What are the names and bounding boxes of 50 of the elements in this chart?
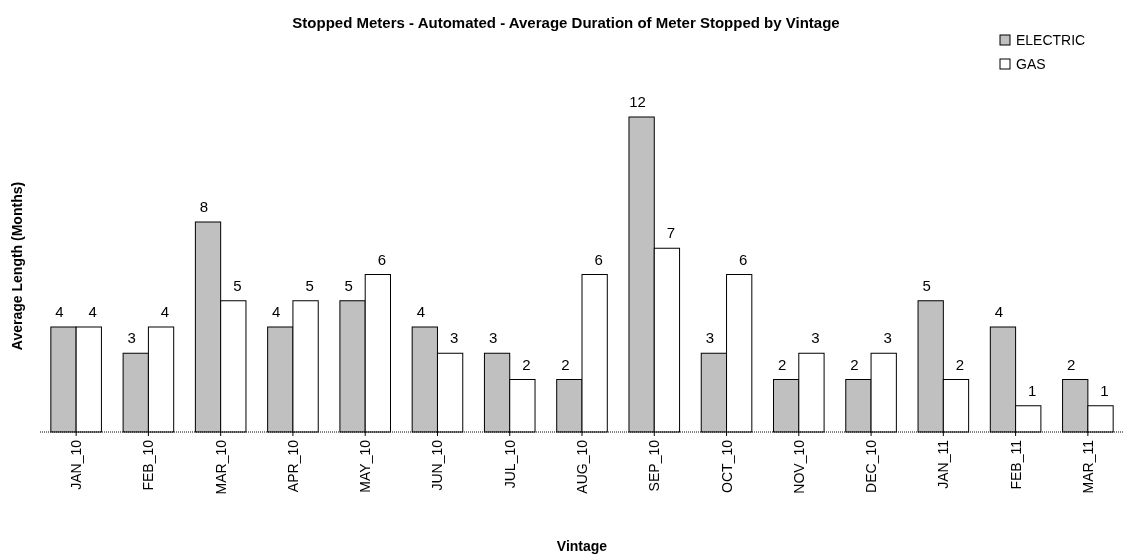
x-tick-label: FEB_10 <box>140 439 157 491</box>
x-tick-label: AUG_10 <box>574 439 590 494</box>
x-tick-label: JAN_10 <box>68 439 85 490</box>
chart-title: Stopped Meters - Automated - Average Duration of Meter Stopped by Vintage <box>292 14 840 31</box>
data-label: 6 <box>594 250 603 268</box>
data-label: 6 <box>739 250 748 268</box>
data-label: 2 <box>561 355 570 373</box>
x-axis-title: Vintage <box>556 538 608 554</box>
x-tick-label: JAN_11 <box>935 439 952 489</box>
x-tick-label: DEC_10 <box>863 439 880 493</box>
data-label: 4 <box>416 303 425 320</box>
x-tick-label: MAR_10 <box>212 439 229 495</box>
x-tick-label: OCT_10 <box>718 439 735 493</box>
data-label: 6 <box>377 250 387 268</box>
x-tick-label: MAY_10 <box>357 439 374 493</box>
data-label: 5 <box>233 276 242 294</box>
data-label: 3 <box>488 329 498 347</box>
data-label: 1 <box>1100 381 1109 399</box>
data-label: 4 <box>272 303 281 320</box>
x-tick-label: FEB_11 <box>1007 439 1024 490</box>
data-label: 5 <box>922 276 931 294</box>
x-tick-label: SEP_10 <box>646 439 663 492</box>
y-axis-title: Average Length (Months) <box>9 181 25 351</box>
data-label: 1 <box>1028 381 1037 399</box>
data-label: 3 <box>449 329 459 347</box>
data-label: 3 <box>705 329 715 347</box>
data-label: 5 <box>344 276 353 294</box>
data-label: 2 <box>955 355 965 373</box>
data-label: 5 <box>305 276 314 294</box>
legend-label: ELECTRIC <box>1016 32 1086 48</box>
data-label: 3 <box>811 329 820 347</box>
data-label: 4 <box>994 303 1004 320</box>
x-tick-label: NOV_10 <box>790 439 807 494</box>
data-label: 8 <box>199 198 209 215</box>
data-label: 2 <box>522 355 531 373</box>
data-label: 3 <box>883 329 892 347</box>
data-label: 2 <box>850 355 859 373</box>
x-tick-label: JUN_10 <box>429 439 446 491</box>
x-tick-label: APR_10 <box>284 439 301 493</box>
legend-label: GAS <box>1016 56 1046 72</box>
data-label: 4 <box>55 303 64 320</box>
data-label: 3 <box>127 329 136 347</box>
data-label: 7 <box>666 224 676 242</box>
data-label: 4 <box>160 303 170 320</box>
data-label: 2 <box>1067 355 1076 373</box>
x-tick-label: JUL_10 <box>501 439 518 489</box>
data-label: 2 <box>777 355 787 373</box>
x-tick-label: MAR_11 <box>1079 439 1096 494</box>
data-label: 4 <box>88 303 97 320</box>
data-label: 12 <box>629 93 646 110</box>
